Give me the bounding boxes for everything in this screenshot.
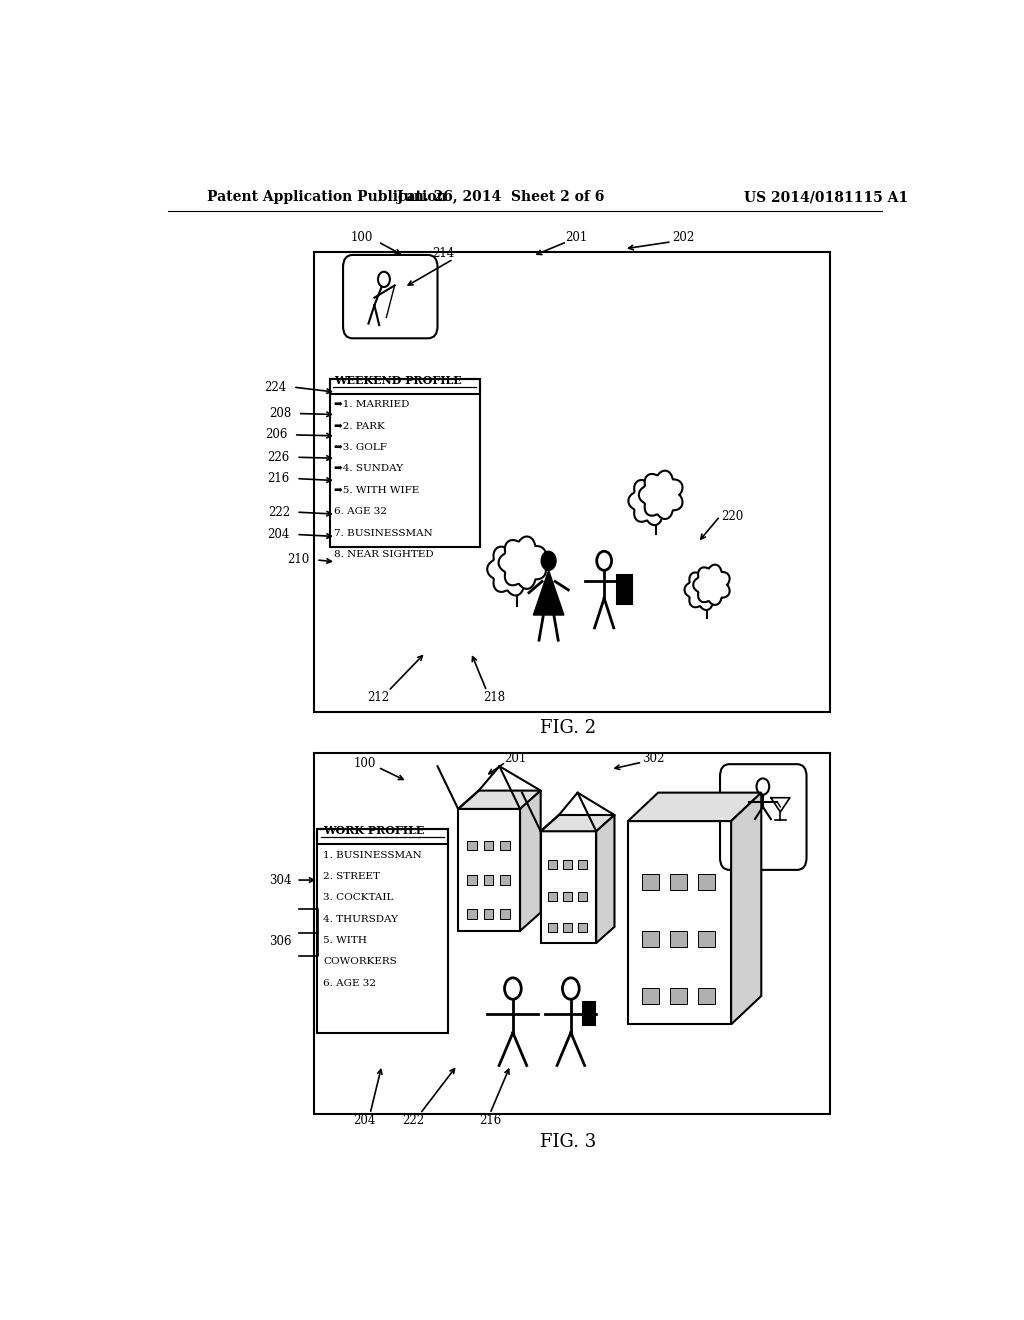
Text: WORK PROFILE: WORK PROFILE [324, 825, 425, 837]
Bar [501, 841, 510, 850]
Bar [501, 909, 510, 919]
Text: ➡5. WITH WIFE: ➡5. WITH WIFE [334, 486, 420, 495]
Text: 224: 224 [264, 380, 287, 393]
Bar [501, 875, 510, 884]
Bar [563, 861, 572, 870]
Text: 206: 206 [265, 429, 288, 441]
Bar [579, 891, 588, 900]
Polygon shape [685, 570, 721, 610]
Text: 210: 210 [288, 553, 309, 566]
Text: FIG. 2: FIG. 2 [541, 718, 597, 737]
Bar [483, 841, 494, 850]
Polygon shape [458, 809, 520, 931]
Text: 302: 302 [642, 751, 665, 764]
Text: ➡1. MARRIED: ➡1. MARRIED [334, 400, 410, 409]
Text: 6. AGE 32: 6. AGE 32 [334, 507, 387, 516]
Polygon shape [628, 821, 731, 1024]
Polygon shape [487, 543, 535, 595]
Text: 304: 304 [269, 874, 292, 887]
Text: 5. WITH: 5. WITH [324, 936, 367, 945]
Text: COWORKERS: COWORKERS [324, 957, 397, 966]
Text: Patent Application Publication: Patent Application Publication [207, 190, 447, 205]
Bar [467, 841, 477, 850]
Text: 204: 204 [267, 528, 290, 541]
Text: 2. STREET: 2. STREET [324, 873, 380, 880]
Bar [467, 909, 477, 919]
Bar [483, 875, 494, 884]
Polygon shape [458, 791, 541, 809]
Text: 7. BUSINESSMAN: 7. BUSINESSMAN [334, 528, 433, 537]
Bar [642, 931, 658, 948]
Bar [563, 891, 572, 900]
Text: 201: 201 [504, 751, 526, 764]
Text: 201: 201 [565, 231, 588, 244]
Text: 204: 204 [353, 1114, 376, 1127]
Text: 214: 214 [432, 247, 455, 260]
Bar [671, 987, 687, 1005]
Bar [549, 891, 557, 900]
Bar [642, 874, 658, 890]
Bar [549, 923, 557, 932]
Text: 212: 212 [367, 690, 389, 704]
Bar [467, 875, 477, 884]
Text: 216: 216 [267, 473, 290, 484]
Text: 218: 218 [483, 690, 506, 704]
Bar [579, 861, 588, 870]
Text: 306: 306 [269, 935, 292, 948]
Text: 216: 216 [479, 1114, 501, 1127]
Circle shape [542, 552, 556, 570]
Bar [483, 909, 494, 919]
FancyBboxPatch shape [720, 764, 807, 870]
Polygon shape [596, 814, 614, 942]
Polygon shape [541, 832, 596, 942]
Text: 4. THURSDAY: 4. THURSDAY [324, 915, 398, 924]
Text: ➡4. SUNDAY: ➡4. SUNDAY [334, 465, 403, 474]
Text: Jun. 26, 2014  Sheet 2 of 6: Jun. 26, 2014 Sheet 2 of 6 [397, 190, 605, 205]
Bar [698, 987, 715, 1005]
Bar [549, 861, 557, 870]
FancyBboxPatch shape [616, 576, 632, 603]
Polygon shape [693, 565, 730, 605]
Text: ➡3. GOLF: ➡3. GOLF [334, 444, 387, 453]
Polygon shape [520, 791, 541, 931]
Polygon shape [499, 536, 546, 589]
Text: 208: 208 [269, 407, 292, 420]
FancyBboxPatch shape [583, 1002, 595, 1026]
Text: 6. AGE 32: 6. AGE 32 [324, 979, 376, 987]
Text: 202: 202 [673, 231, 694, 244]
Polygon shape [639, 471, 683, 519]
Text: 220: 220 [722, 510, 743, 523]
Polygon shape [731, 792, 761, 1024]
Text: 222: 222 [402, 1114, 425, 1127]
Text: 8. NEAR SIGHTED: 8. NEAR SIGHTED [334, 550, 434, 558]
Polygon shape [541, 814, 614, 832]
Bar [642, 987, 658, 1005]
Polygon shape [628, 792, 761, 821]
Bar [579, 923, 588, 932]
Polygon shape [629, 477, 672, 525]
Text: FIG. 3: FIG. 3 [541, 1134, 597, 1151]
Bar [671, 874, 687, 890]
Bar [671, 931, 687, 948]
Polygon shape [534, 570, 564, 615]
Text: 222: 222 [267, 506, 290, 519]
Text: WEEKEND PROFILE: WEEKEND PROFILE [334, 375, 462, 385]
FancyBboxPatch shape [343, 255, 437, 338]
Bar [698, 874, 715, 890]
Bar [563, 923, 572, 932]
Text: US 2014/0181115 A1: US 2014/0181115 A1 [744, 190, 908, 205]
Bar [698, 931, 715, 948]
Text: 1. BUSINESSMAN: 1. BUSINESSMAN [324, 850, 422, 859]
Text: ➡2. PARK: ➡2. PARK [334, 422, 385, 430]
Text: 100: 100 [353, 756, 376, 770]
Text: 3. COCKTAIL: 3. COCKTAIL [324, 894, 393, 903]
Text: 226: 226 [267, 450, 290, 463]
Text: 100: 100 [351, 231, 374, 244]
